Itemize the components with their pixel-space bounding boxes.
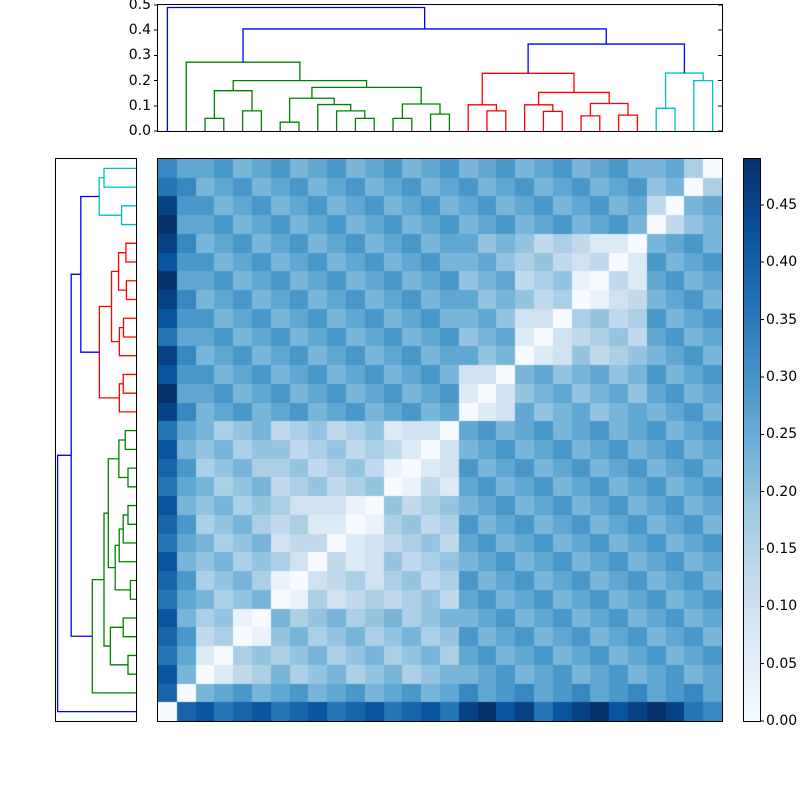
blue-cluster-link — [166, 6, 426, 131]
blue-cluster-link — [527, 43, 686, 74]
top-dendrogram-axes — [158, 5, 722, 131]
blue-cluster-link — [70, 273, 93, 637]
cyan-cluster-link — [103, 167, 136, 188]
red-cluster-link — [125, 280, 136, 301]
colorbar-label-0.20: 0.20 — [766, 483, 798, 500]
green-cluster-link — [279, 121, 300, 131]
green-cluster-link — [114, 544, 131, 591]
green-cluster-link — [124, 429, 136, 451]
red-cluster-link — [523, 104, 554, 131]
top-axis-label-0.1: 0.1 — [128, 97, 151, 114]
green-cluster-link — [429, 113, 451, 131]
colorbar-axes — [744, 159, 760, 721]
green-cluster-link — [288, 97, 335, 123]
green-cluster-link — [122, 617, 136, 638]
colorbar-label-0.05: 0.05 — [766, 655, 798, 672]
colorbar-label-0.15: 0.15 — [766, 540, 798, 557]
red-cluster-link — [125, 242, 136, 263]
green-cluster-link — [118, 439, 128, 479]
colorbar-label-0.10: 0.10 — [766, 598, 798, 615]
top-dendrogram — [166, 6, 714, 131]
green-cluster-link — [241, 110, 263, 131]
red-cluster-link — [117, 252, 127, 291]
green-cluster-link — [392, 117, 413, 131]
green-cluster-link — [107, 458, 119, 569]
red-cluster-link — [118, 383, 136, 413]
red-cluster-link — [617, 114, 639, 131]
left-dendrogram-axes — [56, 159, 136, 721]
green-cluster-link — [232, 79, 368, 91]
distance-matrix-heatmap — [158, 159, 722, 721]
red-cluster-link — [481, 72, 575, 105]
blue-cluster-link — [242, 28, 607, 63]
green-cluster-link — [122, 514, 136, 544]
green-cluster-link — [311, 86, 422, 105]
colorbar-label-0.40: 0.40 — [766, 254, 798, 271]
top-axis-label-0.0: 0.0 — [128, 123, 151, 139]
colorbar-label-0.45: 0.45 — [766, 196, 798, 213]
green-cluster-link — [127, 654, 136, 675]
green-cluster-link — [118, 528, 136, 563]
red-cluster-link — [589, 102, 629, 116]
cyan-cluster-link — [120, 205, 136, 226]
cyan-cluster-link — [664, 72, 704, 109]
red-cluster-link — [580, 115, 601, 131]
top-axis-label-0.2: 0.2 — [128, 72, 151, 89]
cyan-cluster-link — [655, 107, 676, 131]
red-cluster-link — [122, 373, 136, 394]
cyan-cluster-link — [98, 177, 122, 216]
cyan-cluster-link — [693, 79, 714, 131]
green-cluster-link — [109, 626, 128, 666]
red-cluster-link — [98, 305, 120, 399]
top-axis-label-0.5: 0.5 — [128, 0, 151, 13]
blue-cluster-link — [56, 454, 136, 713]
green-cluster-link — [213, 90, 253, 119]
green-cluster-link — [103, 512, 111, 647]
colorbar-label-0.30: 0.30 — [766, 368, 798, 385]
colorbar-gradient — [744, 159, 760, 721]
colorbar-label-0.35: 0.35 — [766, 311, 798, 328]
top-axis-label-0.3: 0.3 — [128, 47, 151, 64]
colorbar-label-0.00: 0.00 — [766, 713, 798, 729]
green-cluster-link — [204, 117, 225, 131]
green-cluster-link — [401, 103, 441, 119]
green-cluster-link — [317, 103, 352, 131]
left-dendrogram — [56, 167, 136, 713]
red-cluster-link — [467, 104, 498, 131]
blue-cluster-link — [80, 195, 100, 353]
colorbar-label-0.25: 0.25 — [766, 426, 798, 443]
green-cluster-link — [127, 504, 136, 525]
green-cluster-link — [127, 467, 136, 488]
red-cluster-link — [122, 317, 136, 338]
red-cluster-link — [542, 110, 563, 131]
red-cluster-link — [118, 326, 136, 357]
heatmap-axes — [158, 159, 722, 721]
green-cluster-link — [354, 117, 375, 131]
top-axis-label-0.4: 0.4 — [128, 22, 151, 39]
red-cluster-link — [486, 110, 507, 131]
green-cluster-link — [129, 579, 136, 600]
green-cluster-link — [335, 110, 366, 131]
